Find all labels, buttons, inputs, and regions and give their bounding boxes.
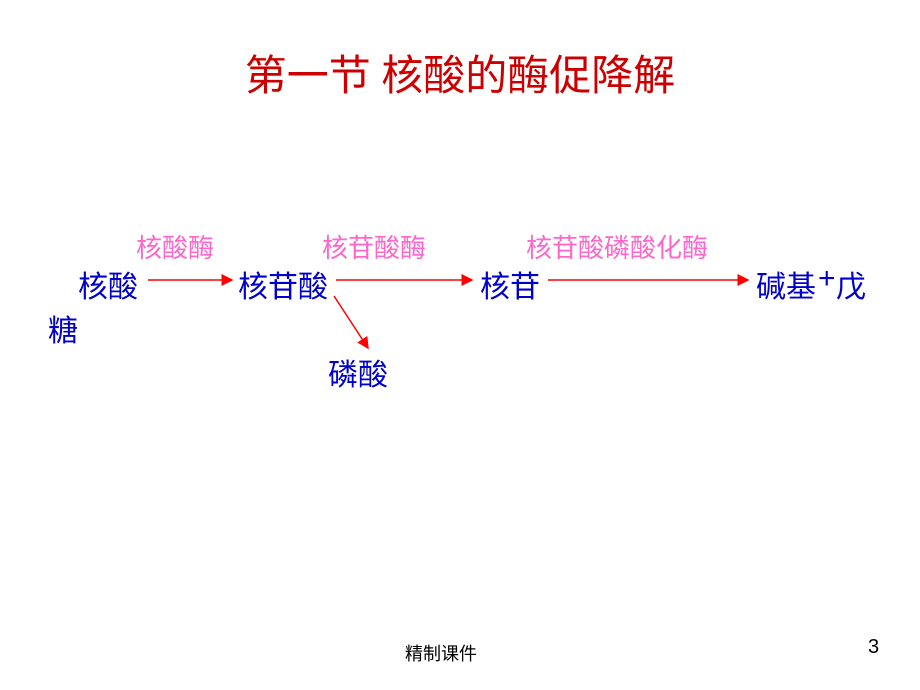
node-base: 碱基 xyxy=(756,262,816,306)
enzyme-label-1: 核酸酶 xyxy=(136,228,214,265)
node-pentose-prefix: 戊 xyxy=(836,262,866,306)
slide-title: 第一节 核酸的酶促降解 xyxy=(0,42,920,103)
page-number: 3 xyxy=(868,636,879,659)
arrow-layer xyxy=(0,0,920,690)
footer-text: 精制课件 xyxy=(405,640,477,666)
enzyme-label-2: 核苷酸酶 xyxy=(322,228,426,265)
node-nucleoside: 核苷 xyxy=(480,262,540,306)
node-nucleic-acid: 核酸 xyxy=(78,262,138,306)
enzyme-label-3: 核苷酸磷酸化酶 xyxy=(526,228,708,265)
node-sugar: 糖 xyxy=(48,306,78,350)
node-nucleotide: 核苷酸 xyxy=(238,262,328,306)
node-phosphate: 磷酸 xyxy=(328,350,388,394)
node-plus: + xyxy=(818,262,836,296)
